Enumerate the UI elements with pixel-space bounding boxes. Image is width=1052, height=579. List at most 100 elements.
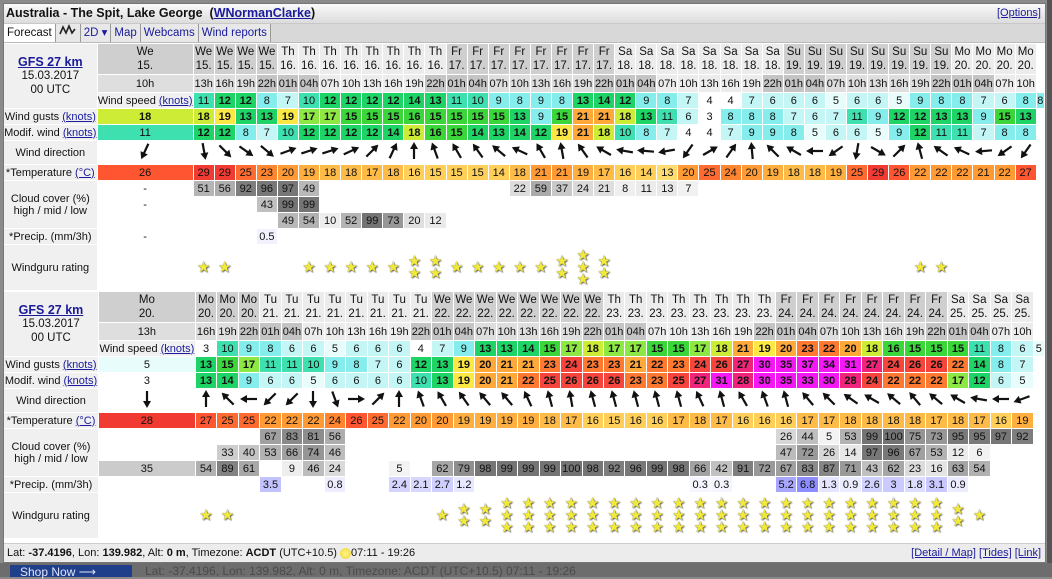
rating-cell	[368, 493, 388, 538]
owner-link[interactable]: WNormanClarke	[213, 6, 311, 20]
day-cell: Sa 25.	[947, 292, 969, 322]
detail-map-link[interactable]: [Detail / Map]	[911, 547, 976, 559]
knots-unit-link[interactable]: (knots)	[62, 110, 96, 123]
precip-cell	[742, 229, 762, 244]
cloud-low-cell: 99	[646, 461, 668, 476]
wind-speed-cell: 15	[947, 341, 969, 356]
knots-unit-link[interactable]: (knots)	[158, 94, 193, 107]
wind-arrow-icon	[348, 395, 366, 403]
celsius-unit-link[interactable]: (°C)	[75, 166, 95, 179]
rating-cell: ★ ★ ★	[604, 493, 624, 538]
wind-gusts-cell: 7	[783, 109, 804, 124]
cloud-high-cell: 92	[235, 181, 256, 196]
wind-speed-cell: 6	[346, 341, 367, 356]
wind-direction-row: Wind direction	[4, 389, 1044, 412]
temperature-cell: 23	[256, 165, 277, 180]
wind-arrow-icon	[991, 395, 1009, 403]
modif-wind-cell: 20	[475, 373, 496, 388]
wind-arrow-icon	[371, 392, 385, 406]
modif-wind-cell: 14	[509, 125, 530, 140]
tab-graph[interactable]	[55, 23, 81, 42]
cloud-mid-cell: 26	[818, 445, 840, 460]
knots-unit-link[interactable]: (knots)	[62, 358, 97, 371]
cloud-low-cell: 42	[711, 461, 732, 476]
day-cell: Sa 25.	[1012, 292, 1033, 322]
precip-cell: 0.9	[947, 477, 969, 492]
temperature-cell: 25	[699, 165, 720, 180]
star-icon: ★	[478, 500, 493, 518]
modif-wind-cell: 30	[818, 373, 840, 388]
precip-cell	[518, 477, 538, 492]
temperature-cell: 16	[754, 413, 775, 428]
model-link[interactable]: GFS 27 km	[18, 55, 83, 69]
tab-webcams[interactable]: Webcams	[140, 24, 199, 42]
rating-cell	[995, 245, 1015, 290]
cloud-high-cell	[411, 429, 431, 444]
wind-arrow-icon	[264, 392, 277, 406]
star-icon: ★	[908, 518, 922, 536]
run-date: 15.03.2017	[22, 318, 80, 330]
modif-wind-cell: 22	[904, 373, 926, 388]
precip-cell: 1.2	[453, 477, 475, 492]
tab-map[interactable]: Map	[111, 24, 141, 42]
rating-cell: ★ ★ ★	[497, 493, 517, 538]
shop-now-button[interactable]: Shop Now ⟶	[10, 565, 132, 579]
temperature-cell: 14	[636, 165, 657, 180]
wind-direction-cell	[754, 389, 774, 412]
day-date: 21.	[262, 308, 279, 320]
cloud-low-cell	[973, 213, 993, 228]
wind-speed-label-text: Wind speed	[97, 94, 156, 107]
wind-speed-cell: 6	[847, 93, 868, 108]
cloud-mid-cell	[636, 197, 656, 212]
day-cell: We 22.	[475, 292, 496, 322]
day-name: Su	[828, 46, 844, 58]
knots-unit-link[interactable]: (knots)	[62, 126, 97, 139]
modif-wind-cell: 3	[98, 373, 195, 388]
lat-label: Lat:	[7, 547, 26, 559]
cloud-mid-cell	[615, 197, 635, 212]
day-date: 22.	[434, 308, 451, 320]
precip-cell	[625, 477, 645, 492]
wind-direction-cell	[217, 389, 237, 412]
wind-speed-cell: 7	[678, 93, 699, 108]
cloud-low-cell	[531, 213, 551, 228]
day-cell: Mo 20.	[98, 292, 195, 322]
options-link[interactable]: [Options]	[996, 7, 1041, 19]
cloud-mid-cell	[1012, 445, 1032, 460]
wind-direction-cell	[573, 141, 593, 164]
tides-link[interactable]: [Tides]	[979, 547, 1012, 559]
wind-direction-cell	[862, 389, 882, 412]
cloud-cover-subtitle: high / mid / low	[13, 204, 87, 217]
day-name: Mo	[954, 46, 971, 58]
tab-wind-reports[interactable]: Wind reports	[198, 24, 271, 42]
wind-speed-cell: 12	[214, 93, 235, 108]
cloud-mid-cell	[346, 445, 366, 460]
model-link[interactable]: GFS 27 km	[18, 303, 84, 317]
knots-unit-link[interactable]: (knots)	[63, 374, 98, 387]
wind-speed-cell: 15	[539, 341, 561, 356]
knots-unit-link[interactable]: (knots)	[160, 342, 195, 355]
day-cell: Fr 17.	[594, 44, 615, 74]
wind-speed-cell: 8	[931, 93, 952, 108]
cloud-low-cell: 61	[238, 461, 260, 476]
star-icon: ★	[576, 270, 590, 288]
day-date: 20.	[240, 308, 257, 320]
wind-arrow-icon	[410, 142, 419, 159]
cloud-high-cell	[583, 429, 603, 444]
modif-wind-cell: 13	[488, 125, 509, 140]
wind-speed-cell: 3	[195, 341, 217, 356]
forecast-table: GFS 27 km 15.03.2017 00 UTC We 15. We 15. We 15.…	[4, 43, 1045, 291]
star-icon: ★	[934, 258, 949, 276]
celsius-unit-link[interactable]: (°C)	[75, 414, 96, 427]
tab-2d[interactable]: 2D ▾	[80, 24, 112, 42]
wind-direction-cell	[647, 389, 667, 412]
link-link[interactable]: [Link]	[1014, 547, 1041, 559]
cloud-high-row: Cloud cover (%) high / mid / low - 51 56 92 96…	[4, 181, 1044, 228]
wind-speed-cell: 8	[260, 341, 281, 356]
wind-arrow-icon	[738, 391, 749, 407]
wind-gusts-cell: 7	[825, 109, 847, 124]
precip-cell	[594, 229, 614, 244]
cloud-high-cell: 51	[193, 181, 214, 196]
wind-gusts-cell: 24	[561, 357, 582, 372]
tab-forecast[interactable]: Forecast	[4, 24, 56, 42]
